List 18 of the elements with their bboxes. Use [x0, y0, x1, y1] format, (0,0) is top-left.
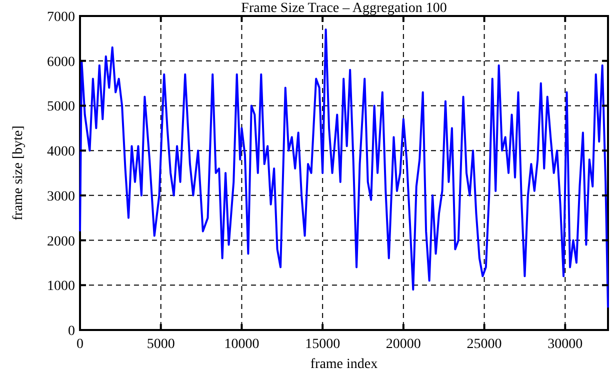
x-tick-label: 25000	[466, 337, 502, 352]
x-tick-label: 10000	[224, 337, 260, 352]
x-tick-label: 15000	[305, 337, 340, 352]
y-axis-title: frame size [byte]	[11, 126, 26, 220]
y-tick-label: 0	[68, 324, 75, 339]
x-tick-label: 5000	[146, 337, 175, 352]
chart-title: Frame Size Trace – Aggregation 100	[241, 1, 447, 16]
y-tick-label: 6000	[47, 54, 75, 70]
y-tick-label: 4000	[47, 144, 75, 160]
y-tick-label: 5000	[47, 100, 75, 115]
y-tick-label: 2000	[47, 234, 75, 250]
y-tick-label: 1000	[47, 279, 75, 294]
x-tick-label: 20000	[386, 337, 421, 352]
y-tick-label: 7000	[47, 10, 75, 25]
y-tick-label: 3000	[47, 189, 75, 204]
x-axis-title: frame index	[310, 357, 378, 372]
line-series	[79, 28, 609, 309]
x-tick-label: 30000	[548, 337, 583, 352]
